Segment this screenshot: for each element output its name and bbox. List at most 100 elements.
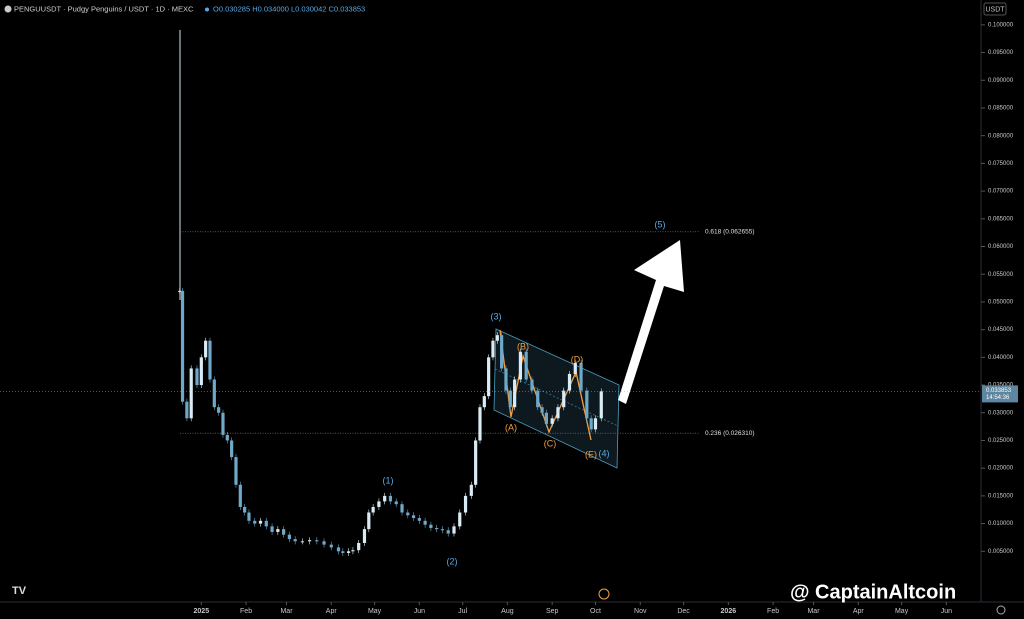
candle — [478, 407, 482, 441]
candle — [308, 540, 312, 542]
candle — [435, 528, 439, 530]
symbol: PENGUUSDT · Pudgy Penguins / USDT · 1D ·… — [14, 4, 194, 13]
candle — [567, 373, 572, 391]
wave-label: (4) — [599, 448, 610, 458]
currency-box[interactable] — [983, 2, 1007, 16]
candle — [508, 390, 512, 408]
candle — [351, 550, 355, 552]
candle — [243, 506, 247, 513]
x-tick-label: Oct — [590, 608, 601, 615]
candle — [411, 515, 416, 519]
candle — [276, 529, 280, 532]
candle — [536, 390, 540, 408]
x-tick-label: Jun — [941, 608, 952, 615]
settings-icon[interactable] — [996, 605, 1006, 615]
candle — [491, 340, 495, 358]
watermark: @ CaptainAltcoin — [790, 581, 956, 603]
candle — [495, 335, 499, 341]
y-tick-label: 0.050000 — [988, 300, 1014, 306]
x-tick-label: Jun — [414, 608, 425, 615]
candle — [204, 340, 208, 358]
candle — [258, 520, 263, 524]
candle — [264, 520, 268, 527]
candle — [315, 540, 319, 542]
candle — [540, 407, 544, 413]
wave-label: (5) — [655, 219, 666, 229]
candle — [371, 506, 375, 513]
y-tick-label: 0.025000 — [988, 438, 1014, 444]
candle — [388, 495, 393, 502]
x-tick-label: Dec — [677, 608, 690, 615]
x-tick-label: May — [895, 608, 909, 615]
candle — [406, 512, 410, 516]
candle — [400, 504, 404, 513]
candle — [500, 335, 504, 369]
y-tick-label: 0.040000 — [988, 355, 1014, 361]
x-tick-label: 2026 — [721, 608, 737, 615]
candle — [487, 357, 491, 397]
x-tick-label: Jul — [458, 608, 467, 615]
wave-label: (1) — [383, 475, 394, 485]
x-tick-label: May — [368, 608, 382, 615]
candle — [504, 368, 508, 391]
y-tick-label: 0.090000 — [988, 78, 1014, 84]
candle — [322, 541, 326, 545]
candle — [178, 290, 182, 292]
candle — [180, 290, 185, 402]
candle — [377, 501, 381, 507]
ohlc: O0.030285 H0.034000 L0.030042 C0.033853 — [213, 4, 365, 13]
currency[interactable]: USDT — [985, 6, 1005, 13]
subwave-label: (E) — [585, 449, 597, 459]
candle — [394, 501, 398, 505]
candle — [452, 526, 456, 534]
candle — [362, 529, 367, 543]
last-price-box — [982, 385, 1018, 403]
candle — [469, 484, 473, 496]
x-tick-label: Apr — [853, 608, 865, 615]
candle — [429, 524, 433, 529]
candle — [474, 440, 478, 485]
candle — [530, 379, 534, 391]
candle — [189, 368, 193, 419]
y-tick-label: 0.100000 — [988, 22, 1014, 28]
tv-logo: TV — [12, 585, 27, 597]
y-tick-label: 0.015000 — [988, 493, 1014, 499]
candle — [482, 396, 486, 408]
candle — [440, 529, 445, 531]
candle — [212, 379, 216, 408]
candle — [458, 512, 462, 527]
candle — [593, 418, 598, 430]
event-icon[interactable] — [598, 588, 610, 600]
y-tick-label: 0.060000 — [988, 244, 1014, 250]
candle — [446, 530, 450, 534]
subwave-label: (D) — [571, 354, 584, 364]
x-tick-label: Feb — [240, 608, 252, 615]
candle — [383, 495, 387, 502]
candle — [341, 551, 345, 553]
y-tick-label: 0.020000 — [988, 466, 1014, 472]
candle — [556, 407, 560, 419]
y-tick-label: 0.030000 — [988, 410, 1014, 416]
candle — [270, 526, 274, 532]
candle — [550, 418, 554, 424]
candle — [579, 362, 583, 391]
x-tick-label: Nov — [634, 608, 647, 615]
candle — [562, 390, 566, 408]
candle — [253, 520, 257, 524]
y-tick-label: 0.010000 — [988, 521, 1014, 527]
candle — [208, 340, 212, 380]
subwave-label: (A) — [505, 422, 517, 432]
candle — [282, 529, 286, 535]
candle — [195, 368, 199, 386]
status-dot — [205, 7, 209, 12]
y-tick-label: 0.085000 — [988, 106, 1014, 112]
candle — [463, 495, 468, 513]
candle — [589, 418, 593, 430]
candle — [357, 542, 361, 551]
fib-label: 0.618 (0.062655) — [705, 229, 755, 236]
candle — [417, 518, 421, 521]
y-tick-label: 0.055000 — [988, 272, 1014, 278]
candle — [234, 457, 238, 485]
